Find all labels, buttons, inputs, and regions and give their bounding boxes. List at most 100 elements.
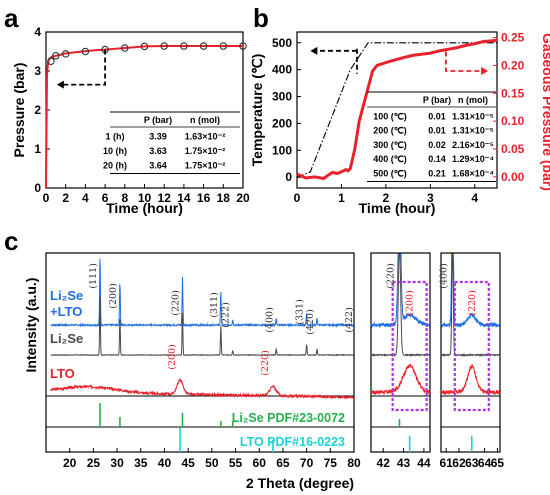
table-cell-a: 1.63×10⁻² — [185, 132, 226, 142]
y-tick-label-b: 300 — [272, 90, 292, 104]
table-cell-a: 10 (h) — [103, 146, 127, 156]
zoom-x-tick-label-z2: 64 — [478, 456, 492, 470]
x-tick-label-c: 35 — [134, 456, 148, 470]
x-tick-label-a: 6 — [102, 191, 109, 205]
table-cell-b: 1.31×10⁻⁵ — [452, 111, 494, 121]
x-tick-label-b: 1 — [338, 191, 345, 205]
y-tick-label-a: 2 — [34, 103, 41, 117]
zoom-lto-label-z2: (220) — [467, 290, 478, 316]
plot-frame-b — [296, 31, 498, 189]
data-point-a — [160, 42, 168, 50]
x-axis-label-c: 2 Theta (degree) — [246, 475, 354, 491]
guide-arrow-b-red — [444, 51, 482, 72]
panel-label-b: b — [253, 3, 269, 33]
zoom-x-tick-label-z1: 44 — [417, 456, 431, 470]
pressure-curve-a — [45, 45, 243, 189]
zoom-lto-label-z1: (200) — [405, 290, 416, 316]
zoom-peak-label-z1: (220) — [385, 263, 396, 289]
data-point-a — [61, 50, 70, 58]
table-cell-b: 0.01 — [428, 126, 446, 136]
data-point-a — [121, 44, 129, 52]
x-tick-label-a: 10 — [138, 191, 152, 205]
y-tick-label-b: 100 — [272, 143, 292, 157]
x-axis-label-b: Time (hour) — [359, 200, 436, 216]
x-tick-label-c: 60 — [253, 456, 267, 470]
zoom-x-tick-label-z1: 43 — [397, 456, 411, 470]
y-right-tick-label-b: 0.25 — [501, 31, 525, 45]
pressure-curve-b — [296, 38, 498, 181]
table-header-a: P (bar) — [144, 115, 172, 125]
x-tick-label-a: 12 — [158, 191, 172, 205]
ref-label-li2se: Li₂Se PDF#23-0072 — [232, 411, 345, 425]
zoom-xrd-li2se-lto-z2 — [440, 253, 501, 329]
table-cell-b: 1.31×10⁻⁵ — [452, 126, 494, 136]
table-cell-a: 1.75×10⁻² — [185, 146, 226, 156]
peak-label: (311) — [209, 292, 220, 318]
peak-label: (331) — [295, 299, 306, 325]
y-right-tick-label-b: 0.05 — [501, 142, 525, 156]
x-tick-label-a: 20 — [236, 191, 250, 205]
series-label-li2se-lto: Li₂Se — [50, 288, 83, 303]
plot-frame-c — [45, 252, 355, 453]
guide-arrow-a — [61, 49, 106, 86]
y-tick-label-a: 0 — [34, 181, 41, 195]
y-tick-label-b: 400 — [272, 63, 292, 77]
x-tick-label-c: 45 — [181, 456, 195, 470]
y-axis-label-b: Temperature (℃) — [249, 54, 265, 167]
y-tick-label-b: 200 — [272, 116, 292, 130]
zoom-x-tick-label-z2: 65 — [491, 456, 505, 470]
x-tick-label-c: 70 — [300, 456, 314, 470]
x-tick-label-c: 25 — [87, 456, 101, 470]
table-cell-a: 1 (h) — [106, 132, 125, 142]
y-tick-label-b: 500 — [272, 36, 292, 50]
x-tick-label-c: 50 — [205, 456, 219, 470]
table-header-b: n (mol) — [458, 95, 488, 105]
table-header-b: P (bar) — [423, 95, 451, 105]
zoom-xrd-li2se-z2 — [440, 253, 501, 358]
table-cell-b: 300 (℃) — [373, 140, 407, 150]
table-cell-b: 0.14 — [428, 154, 446, 164]
x-tick-label-a: 0 — [43, 191, 50, 205]
data-point-a — [239, 42, 247, 50]
y-tick-label-b: 0 — [285, 170, 292, 184]
zoom-frame-z2 — [440, 252, 501, 453]
table-cell-b: 0.01 — [428, 111, 446, 121]
zoom-frame-z1 — [370, 252, 431, 453]
peak-label: (420) — [305, 309, 316, 335]
table-header-a: n (mol) — [190, 115, 220, 125]
x-tick-label-c: 65 — [276, 456, 290, 470]
data-point-a — [199, 42, 208, 50]
x-tick-label-b: 4 — [471, 191, 478, 205]
zoom-xrd-lto-z1 — [370, 362, 431, 396]
x-tick-label-b: 3 — [427, 191, 434, 205]
zoom-x-tick-label-z2: 61 — [439, 456, 453, 470]
lto-peak-label: (200) — [167, 344, 178, 370]
table-cell-a: 20 (h) — [103, 161, 127, 171]
series-label-li2se-lto-2: +LTO — [50, 304, 82, 319]
xrd-lto — [50, 378, 355, 401]
x-tick-label-a: 16 — [197, 191, 211, 205]
y-tick-label-a: 4 — [34, 25, 41, 39]
x-tick-label-c: 80 — [347, 456, 361, 470]
y-right-tick-label-b: 0.10 — [501, 114, 525, 128]
highlight-box-z1 — [391, 280, 428, 412]
zoom-x-tick-label-z2: 63 — [465, 456, 479, 470]
table-cell-a: 3.63 — [149, 146, 167, 156]
peak-label: (111) — [88, 263, 99, 289]
ref-label-lto: LTO PDF#16-0223 — [240, 435, 345, 449]
table-cell-a: 3.64 — [149, 161, 167, 171]
x-tick-label-c: 40 — [158, 456, 172, 470]
table-cell-b: 100 (℃) — [373, 111, 407, 121]
peak-label: (222) — [221, 302, 232, 328]
table-cell-a: 1.75×10⁻² — [185, 161, 226, 171]
table-cell-b: 0.21 — [428, 169, 446, 179]
x-axis-label-a: Time (hour) — [106, 200, 183, 216]
data-point-a — [47, 57, 55, 65]
table-cell-b: 1.29×10⁻⁴ — [452, 154, 494, 164]
table-cell-b: 200 (℃) — [373, 126, 407, 136]
series-label-li2se: Li₂Se — [50, 331, 83, 346]
peak-label: (422) — [344, 307, 355, 333]
y-axis-label-a: Pressure (bar) — [11, 63, 27, 158]
